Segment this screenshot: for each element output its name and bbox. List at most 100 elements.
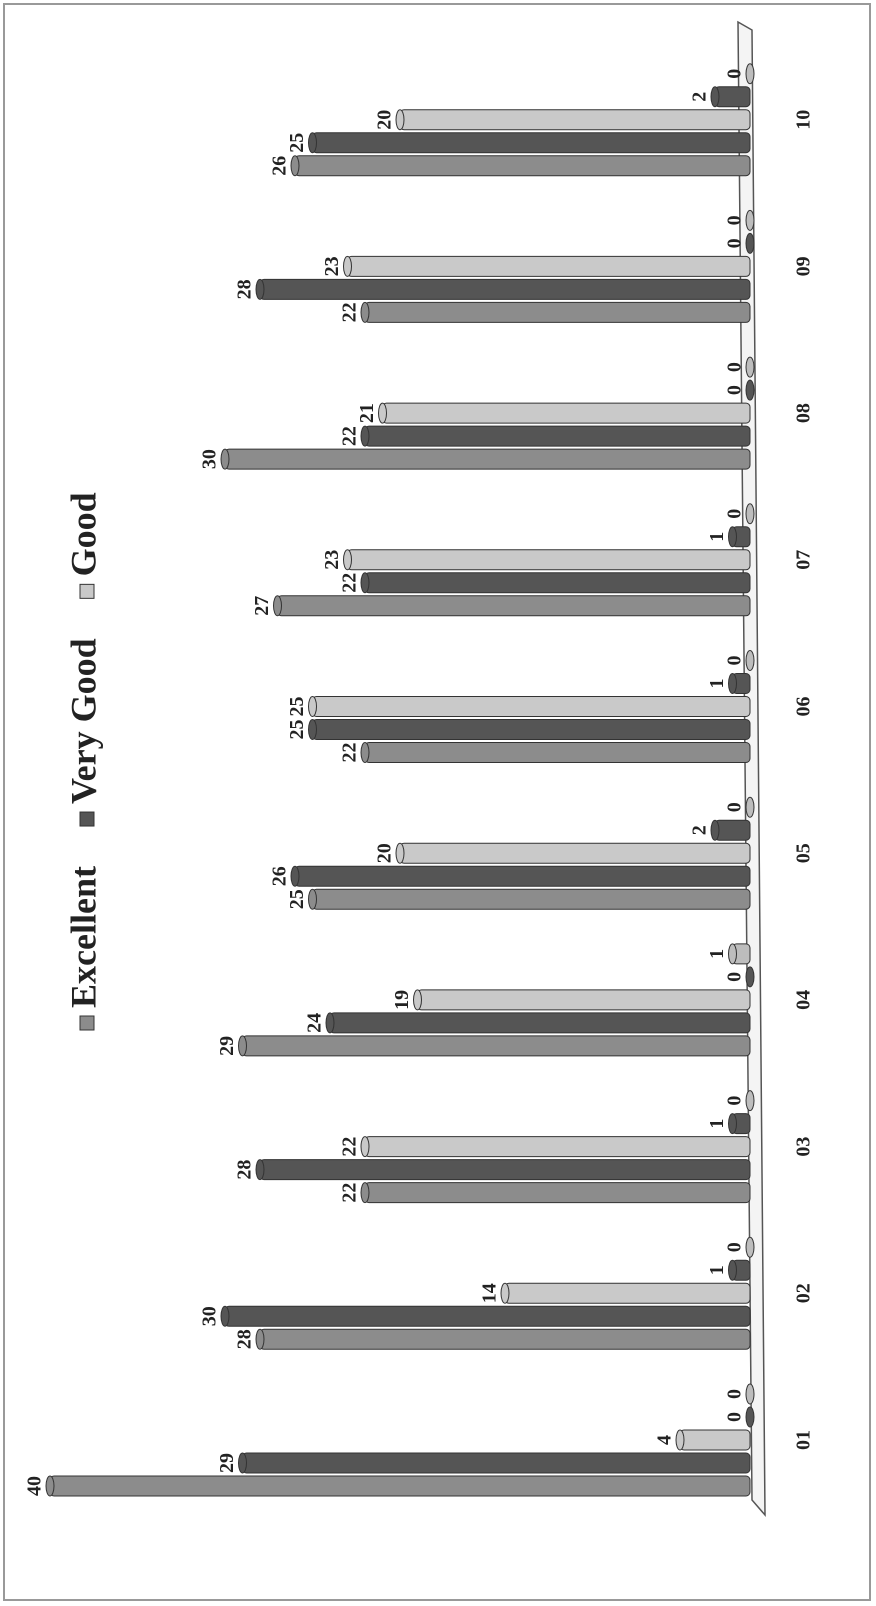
bar-cap: [238, 1452, 247, 1474]
bar-cap: [290, 865, 300, 887]
bar: [329, 1012, 751, 1034]
bar-cap: [45, 1475, 55, 1497]
bar: [347, 255, 751, 277]
bar-cap: [675, 1429, 685, 1451]
bar: [504, 1282, 751, 1304]
x-tick-label: 08: [793, 403, 815, 423]
bar: [224, 1305, 751, 1327]
bar: [312, 888, 751, 910]
legend-label: Very Good: [63, 638, 103, 804]
value-label: 14: [479, 1283, 501, 1303]
bar-cap: [255, 278, 265, 300]
bar-cap: [745, 356, 755, 378]
value-label: 24: [304, 1013, 326, 1033]
value-label: 20: [374, 110, 396, 130]
value-label: 28: [234, 1160, 256, 1180]
bar-cap: [745, 966, 755, 988]
bar-cap: [728, 1259, 737, 1281]
value-label: 29: [216, 1036, 238, 1056]
value-label: 1: [706, 679, 728, 689]
bar-cap: [500, 1282, 510, 1304]
bar-cap: [360, 742, 370, 763]
value-label: 0: [724, 656, 746, 666]
bar-cap: [728, 526, 737, 548]
bar: [364, 1182, 751, 1204]
bar-cap: [255, 1328, 265, 1350]
x-tick-label: 06: [793, 697, 815, 717]
x-tick-label: 10: [793, 110, 815, 130]
value-label: 23: [321, 256, 343, 276]
bar-cap: [728, 1113, 737, 1135]
bar-cap: [745, 1090, 755, 1112]
x-tick-label: 02: [793, 1283, 815, 1303]
bar-cap: [343, 549, 352, 571]
value-label: 0: [724, 69, 746, 79]
bar-cap: [308, 132, 317, 154]
bar: [242, 1035, 751, 1057]
bar-cap: [325, 1012, 335, 1034]
bar-cap: [360, 301, 370, 323]
bar-cap: [360, 1182, 370, 1204]
frame: [3, 3, 871, 1601]
value-label: 21: [356, 403, 378, 423]
value-label: 25: [286, 889, 308, 909]
value-label: 22: [339, 302, 361, 322]
value-label: 0: [724, 509, 746, 519]
value-label: 28: [234, 279, 256, 299]
value-label: 28: [234, 1329, 256, 1349]
value-label: 25: [286, 133, 308, 153]
bar: [382, 402, 751, 424]
value-label: 22: [339, 573, 361, 593]
value-label: 0: [724, 972, 746, 982]
bar: [364, 742, 751, 763]
bar: [312, 696, 751, 717]
value-label: 20: [374, 843, 396, 863]
value-label: 29: [216, 1453, 238, 1473]
x-tick-label: 04: [793, 990, 815, 1010]
bar: [242, 1452, 751, 1474]
bar: [259, 1159, 751, 1181]
bar: [259, 278, 751, 300]
bar-cap: [290, 155, 300, 177]
value-label: 1: [706, 1265, 728, 1275]
bar: [364, 425, 751, 447]
value-label: 22: [339, 1183, 361, 1203]
value-label: 0: [724, 1389, 746, 1399]
value-label: 0: [724, 238, 746, 248]
x-tick-label: 03: [793, 1137, 815, 1157]
bar-cap: [728, 943, 737, 965]
bar-cap: [745, 1236, 755, 1258]
value-label: 26: [269, 866, 291, 886]
bar-cap: [395, 842, 405, 864]
value-label: 2: [689, 92, 711, 102]
value-label: 22: [339, 743, 361, 763]
legend-label: Good: [63, 492, 103, 576]
bar: [294, 865, 751, 887]
x-tick-label: 07: [793, 550, 815, 570]
bar-cap: [745, 503, 755, 525]
bar-cap: [308, 696, 317, 717]
legend-label: Excellent: [63, 866, 103, 1008]
legend-swatch: [79, 811, 95, 827]
legend-swatch: [79, 1015, 95, 1031]
bar: [714, 86, 751, 108]
bar-cap: [745, 232, 755, 254]
bar: [312, 132, 751, 154]
bar-cap: [710, 86, 720, 108]
bar: [364, 301, 751, 323]
value-label: 0: [724, 385, 746, 395]
bar: [312, 719, 751, 740]
bar-cap: [728, 673, 737, 694]
bar-cap: [710, 819, 720, 841]
bar: [347, 549, 751, 571]
value-label: 4: [654, 1435, 676, 1445]
bar-cap: [745, 379, 755, 401]
bar-cap: [395, 109, 405, 131]
value-label: 1: [706, 949, 728, 959]
value-label: 0: [724, 1242, 746, 1252]
bar: [417, 989, 751, 1011]
value-label: 1: [706, 1119, 728, 1129]
bar-cap: [360, 572, 370, 594]
bar: [224, 448, 751, 470]
